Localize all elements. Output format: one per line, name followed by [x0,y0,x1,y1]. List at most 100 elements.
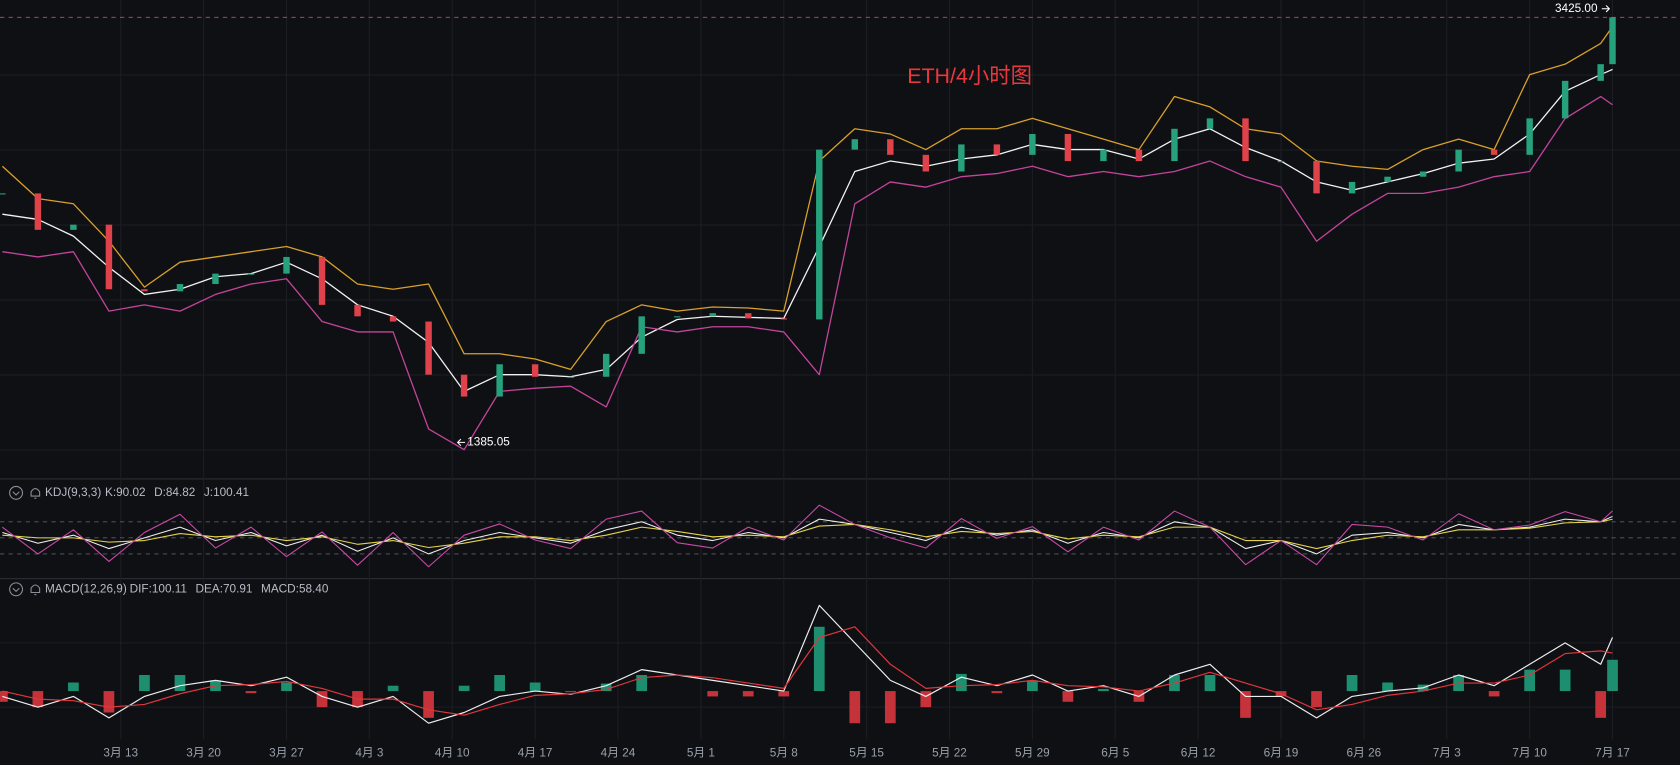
candle [1455,149,1462,172]
chart-title: ETH/4小时图 [907,64,1032,88]
histogram-bar [1311,691,1322,708]
candle [602,353,610,377]
histogram-bar [68,682,79,692]
candle [141,289,148,292]
histogram-bar [1488,691,1500,697]
candle [1384,176,1391,182]
candle [1242,118,1249,162]
x-tick-label: 6月 5 [1101,746,1130,759]
candle [958,144,965,172]
histogram-bar [742,691,754,697]
histogram-bar [1524,669,1535,692]
candle [105,224,113,290]
candle [780,318,787,320]
candle [1135,149,1143,162]
candle [851,139,859,150]
legend-entry: MACD:58.40 [261,582,329,595]
candle [1597,64,1604,81]
histogram-bar [778,691,790,697]
x-tick-label: 5月 8 [770,746,799,759]
histogram-bar [1062,691,1074,702]
x-tick-label: 5月 1 [687,746,715,759]
histogram-bar [1027,680,1038,692]
candle [1313,161,1320,194]
legend-entry: K:90.02 [105,486,146,499]
x-tick-label: 5月 15 [849,746,884,759]
candle [531,364,539,377]
candle [745,313,752,319]
candle [816,149,823,320]
candle [709,313,716,317]
x-tick-label: 3月 13 [103,746,138,759]
candle [496,364,503,397]
candle [283,256,290,274]
histogram-bar [316,691,328,708]
series-line [2,604,1614,724]
series-line [2,504,1613,568]
candle [922,154,930,172]
candle [247,273,255,275]
candle [1277,161,1285,163]
plot [0,5,1680,724]
candle [1064,133,1072,162]
kdj-legend-title: KDJ(9,3,3) [45,486,101,499]
histogram-bar [1346,675,1358,692]
series-line [2,95,1613,451]
candle [1419,171,1427,177]
grid-horizontal [0,74,1680,708]
series-line [2,518,1613,550]
x-tick-label: 4月 17 [518,746,553,759]
candle [993,144,1001,155]
kdj-legend-icons [9,485,41,500]
candle [425,321,432,375]
candle [1348,181,1356,194]
histogram-bar [281,682,292,692]
histogram-bar [1559,669,1571,692]
candle [1609,17,1616,65]
candle [567,376,574,378]
histogram-bar [387,685,399,692]
x-tick-label: 3月 27 [269,746,304,759]
high-label: 3425.00 [1555,2,1598,15]
histogram-bar [707,691,719,697]
candle [638,316,645,354]
legend-entry: J:100.41 [204,486,249,499]
series-line [2,626,1613,716]
histogram-bar [1204,675,1216,692]
x-tick-label: 6月 12 [1181,746,1216,759]
histogram-bar [245,691,257,694]
candle [318,256,326,305]
legend-entry: D:84.82 [154,486,195,499]
candle [212,273,219,285]
x-tick-label: 6月 19 [1264,746,1299,759]
histogram-bar [1382,682,1393,692]
low-label: 1385.05 [467,436,510,449]
x-tick-label: 5月 29 [1015,746,1050,759]
candle [1206,118,1214,129]
arrow [456,438,466,446]
x-tick-label: 7月 10 [1512,746,1547,759]
histogram-bar [991,691,1003,694]
histogram-bar [884,691,896,724]
x-tick-label: 7月 3 [1433,746,1462,759]
histogram-bar [955,673,967,692]
candle [673,316,681,318]
candle [354,304,361,317]
legend-entry: DIF:100.11 [130,582,187,595]
candle [460,374,468,397]
x-tick-label: 4月 24 [601,746,636,759]
x-tick-label: 4月 10 [435,746,470,759]
histogram-bar [813,626,825,692]
macd-legend-icons [9,582,41,597]
histogram-bar [1240,691,1251,718]
candle [34,193,42,230]
histogram-bar [1595,691,1607,718]
histogram-bar [1098,688,1109,692]
x-tick-label: 4月 3 [355,746,384,759]
legend-entry: DEA:70.91 [196,582,253,595]
candle [1526,118,1533,155]
candle [389,316,397,322]
histogram-bar [565,691,577,693]
